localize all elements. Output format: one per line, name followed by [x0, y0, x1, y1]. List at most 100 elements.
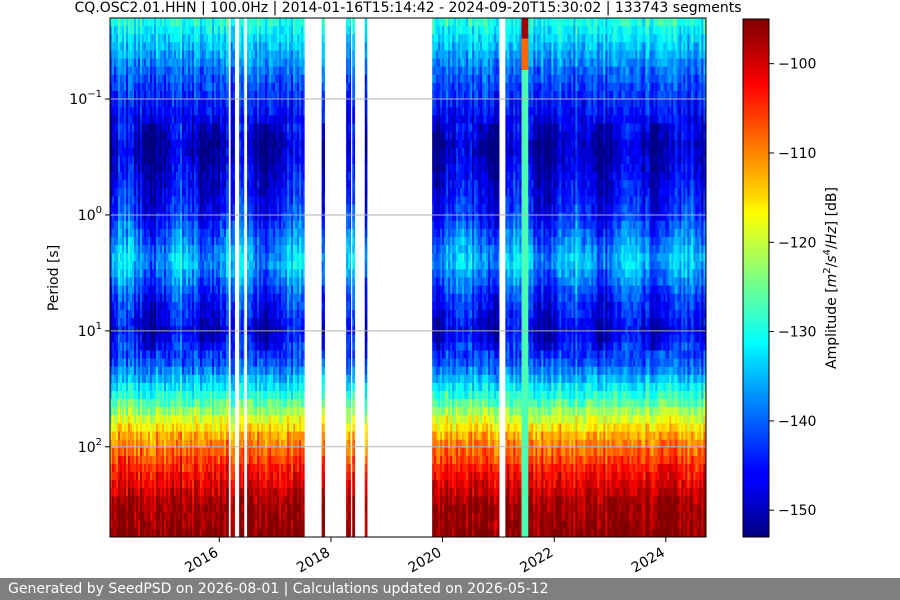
heatmap-cell — [126, 245, 129, 254]
heatmap-cell — [158, 50, 161, 59]
heatmap-cell — [130, 188, 133, 197]
heatmap-cell — [116, 480, 119, 489]
heatmap-cell — [150, 374, 153, 384]
heatmap-cell — [150, 261, 153, 270]
heatmap-cell — [120, 309, 123, 319]
heatmap-cell — [150, 196, 153, 205]
heatmap-cell — [176, 496, 179, 505]
heatmap-cell — [126, 58, 129, 68]
heatmap-cell — [138, 82, 141, 92]
heatmap-cell — [228, 528, 229, 538]
heatmap-cell — [144, 374, 147, 384]
heatmap-cell — [168, 342, 171, 351]
heatmap-cell — [186, 382, 189, 392]
heatmap-cell — [186, 277, 189, 287]
heatmap-cell — [114, 415, 117, 424]
heatmap-cell — [180, 391, 183, 400]
heatmap-cell — [168, 301, 171, 311]
heatmap-cell — [174, 18, 177, 27]
heatmap-cell — [184, 18, 187, 27]
heatmap-cell — [158, 528, 161, 538]
heatmap-cell — [114, 228, 117, 238]
heatmap-cell — [228, 334, 229, 343]
heatmap-cell — [126, 528, 129, 538]
heatmap-cell — [176, 34, 179, 43]
heatmap-cell — [114, 455, 117, 465]
heatmap-cell — [150, 42, 153, 51]
heatmap-cell — [140, 42, 143, 51]
heatmap-cell — [134, 220, 137, 230]
heatmap-cell — [134, 391, 137, 400]
heatmap-cell — [156, 358, 159, 368]
heatmap-cell — [138, 220, 141, 230]
heatmap-cell — [186, 220, 189, 230]
heatmap-cell — [164, 415, 167, 424]
heatmap-cell — [186, 480, 189, 489]
heatmap-cell — [142, 212, 145, 222]
heatmap-cell — [112, 245, 115, 254]
heatmap-cell — [180, 512, 183, 522]
heatmap-cell — [164, 236, 167, 246]
heatmap-cell — [156, 464, 159, 473]
heatmap-cell — [158, 163, 161, 173]
heatmap-cell — [110, 82, 113, 92]
heatmap-cell — [118, 90, 121, 100]
heatmap-cell — [140, 455, 143, 465]
heatmap-cell — [122, 455, 125, 465]
heatmap-cell — [118, 139, 121, 149]
heatmap-cell — [146, 464, 149, 473]
heatmap-cell — [122, 464, 125, 473]
heatmap-cell — [176, 399, 179, 408]
heatmap-cell — [120, 50, 123, 59]
heatmap-cell — [116, 107, 119, 116]
heatmap-cell — [142, 245, 145, 254]
heatmap-cell — [150, 50, 153, 59]
heatmap-cell — [124, 520, 127, 530]
heatmap-cell — [228, 366, 229, 376]
heatmap-cell — [122, 415, 125, 424]
heatmap-cell — [176, 74, 179, 84]
heatmap-cell — [186, 147, 189, 157]
heatmap-cell — [130, 172, 133, 181]
heatmap-cell — [144, 293, 147, 303]
heatmap-cell — [128, 220, 131, 230]
heatmap-cell — [144, 447, 147, 457]
heatmap-cell — [118, 366, 121, 376]
heatmap-cell — [120, 220, 123, 230]
heatmap-cell — [112, 391, 115, 400]
heatmap-cell — [124, 147, 127, 157]
heatmap-cell — [176, 301, 179, 311]
heatmap-cell — [140, 358, 143, 368]
heatmap-cell — [232, 350, 235, 359]
heatmap-cell — [120, 74, 123, 84]
heatmap-cell — [112, 50, 115, 59]
heatmap-cell — [124, 488, 127, 497]
heatmap-cell — [158, 399, 161, 408]
heatmap-cell — [116, 172, 119, 181]
heatmap-cell — [130, 196, 133, 205]
heatmap-cell — [140, 309, 143, 319]
heatmap-cell — [162, 399, 165, 408]
heatmap-cell — [142, 407, 145, 416]
heatmap-cell — [176, 309, 179, 319]
heatmap-cell — [144, 269, 147, 278]
heatmap-cell — [120, 488, 123, 497]
heatmap-cell — [243, 18, 245, 27]
heatmap-cell — [166, 512, 169, 522]
heatmap-cell — [126, 447, 129, 457]
heatmap-cell — [128, 196, 131, 205]
heatmap-cell — [126, 74, 129, 84]
heatmap-cell — [184, 163, 187, 173]
heatmap-cell — [122, 342, 125, 351]
heatmap-cell — [132, 131, 135, 141]
heatmap-cell — [176, 318, 179, 327]
heatmap-cell — [228, 139, 229, 149]
heatmap-cell — [124, 504, 127, 514]
heatmap-cell — [144, 285, 147, 295]
heatmap-cell — [162, 293, 165, 303]
heatmap-cell — [126, 480, 129, 489]
heatmap-cell — [140, 431, 143, 441]
heatmap-cell — [144, 342, 147, 351]
heatmap-cell — [150, 488, 153, 497]
heatmap-cell — [120, 455, 123, 465]
